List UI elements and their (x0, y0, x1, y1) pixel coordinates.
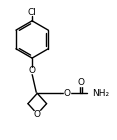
Bar (29, 68, 35, 73)
Bar (77, 80, 84, 86)
Text: NH₂: NH₂ (92, 89, 109, 98)
Text: O: O (77, 78, 84, 88)
Text: Cl: Cl (28, 8, 37, 17)
Text: O: O (29, 66, 36, 75)
Text: O: O (64, 89, 71, 98)
Text: O: O (34, 109, 41, 118)
Bar (34, 111, 41, 117)
Bar (64, 91, 70, 96)
